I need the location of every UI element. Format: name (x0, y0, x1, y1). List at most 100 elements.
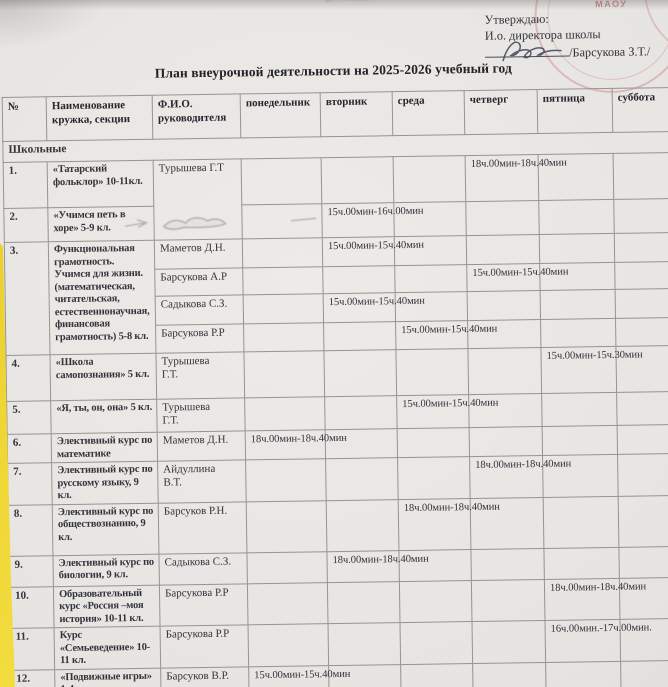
schedule-cell-tuesday (323, 321, 396, 351)
col-header-course: Наименование кружка, секции (46, 95, 153, 141)
col-header-monday: понедельник (240, 92, 321, 138)
schedule-cell-tuesday: 18ч.00мин-18ч.40мин (326, 550, 429, 583)
schedule-cell-thursday: 15ч.00мин-15ч.40мин (466, 263, 568, 292)
schedule-cell-thursday (467, 347, 542, 395)
schedule-cell-monday (246, 500, 327, 553)
schedule-cell-friday (540, 289, 616, 320)
schedule-cell-friday (543, 546, 620, 579)
schedule-cell-wednesday (397, 427, 470, 458)
schedule-cell-friday: 16ч.00мин.-17ч.00мин. (544, 619, 652, 662)
row-number-cell: 1. (3, 161, 48, 209)
teacher-cell: Садыкова С.З. (155, 294, 244, 326)
document-title: План внеурочной деятельности на 2025-202… (154, 60, 512, 81)
schedule-cell-monday (243, 350, 325, 398)
teacher-cell: Барсукова Р.Р (159, 583, 249, 627)
row-number-cell: 4. (5, 354, 51, 402)
row-number-cell: 7. (7, 462, 53, 505)
row-number-cell: 10. (9, 586, 55, 629)
schedule-cell-tuesday: 15ч.00мин-16ч.00мин (321, 202, 424, 238)
schedule-cell-wednesday (397, 456, 471, 500)
schedule-cell-saturday (613, 198, 668, 234)
schedule-cell-thursday (471, 578, 545, 622)
schedule-cell-monday (245, 458, 327, 502)
schedule-cell-monday (241, 157, 322, 205)
teacher-cell: Садыкова С.З. (158, 552, 248, 585)
schedule-cell-tuesday (322, 265, 396, 294)
schedule-cell-monday: 15ч.00мин-15ч.40мин (248, 665, 350, 687)
schedule-cell-monday (242, 237, 323, 268)
handwritten-signature (502, 41, 562, 62)
row-number-cell: 5. (6, 400, 52, 435)
schedule-cell-wednesday (395, 348, 469, 396)
schedule-cell-saturday (613, 152, 668, 200)
schedule-cell-thursday (467, 290, 541, 321)
course-name-cell: Курс «Семьеведение» 10-11 кл. (54, 626, 161, 670)
schedule-cell-tuesday (321, 156, 394, 204)
teacher-cell: Барсуков В.Р. (160, 666, 250, 687)
course-name-cell: «Татарский фольклор» 10-11кл. (47, 160, 154, 208)
schedule-cell-saturday (617, 453, 668, 496)
schedule-cell-friday: 18ч.00мин-18ч.40мин (544, 577, 646, 621)
schedule-cell-wednesday: 15ч.00мин-15ч.40мин (396, 394, 498, 429)
col-header-teacher: Ф.И.О. руководителя (152, 93, 241, 140)
schedule-cell-monday (242, 266, 324, 295)
schedule-cell-tuesday (325, 457, 399, 501)
schedule-cell-wednesday (394, 264, 468, 293)
schedule-cell-saturday (615, 288, 668, 319)
col-header-thursday: четверг (464, 89, 538, 135)
teacher-cell: Маметов Д.Н. (154, 238, 243, 270)
schedule-cell-saturday (618, 545, 668, 578)
schedule-cell-saturday (616, 391, 668, 426)
teacher-cell: Барсукова Р.Р (155, 323, 244, 354)
schedule-cell-thursday (466, 234, 540, 265)
teacher-cell: Барсуков Р.Н. (158, 501, 247, 554)
schedule-cell-tuesday (328, 622, 401, 666)
schedule-cell-friday (539, 233, 615, 264)
col-header-tuesday: вторник (320, 91, 393, 137)
teacher-cell: Айдуллина В.Т. (157, 459, 247, 503)
row-number-cell: 12. (10, 669, 56, 687)
schedule-cell-monday (244, 396, 326, 431)
teacher-cell: Барсукова Р.Р (160, 624, 249, 668)
schedule-cell-thursday: 18ч.00мин-18ч.40мин (465, 154, 567, 202)
schedule-cell-monday (246, 551, 328, 584)
course-name-cell: «Я, ты, он, она» 5 кл. (50, 399, 158, 434)
course-name-cell: Элективный курс по биологии, 9 кл. (52, 553, 160, 587)
teacher-cell: Турышева Г.Т. (155, 351, 245, 400)
schedule-cell-friday (540, 318, 616, 348)
schedule-cell-wednesday (400, 663, 474, 687)
row-number-cell: 6. (7, 433, 52, 464)
course-name-cell: Элективный курс по русскому языку, 9 кл. (51, 461, 159, 505)
schedule-cell-wednesday (393, 155, 466, 203)
schedule-cell-tuesday: 15ч.00мин-15ч.40мин (322, 236, 424, 267)
schedule-cell-wednesday: 18ч.00мин-18ч.40мин (398, 498, 500, 551)
col-header-saturday: суббота (612, 87, 668, 133)
schedule-cell-monday: 18ч.00мин-18ч.40мин (245, 429, 347, 460)
teacher-cell: Маметов Д.Н. (157, 430, 246, 462)
row-number-cell: 2. (3, 207, 49, 243)
col-header-wednesday: среда (392, 90, 465, 136)
schedule-table: № Наименование кружка, секции Ф.И.О. рук… (2, 87, 668, 687)
row-number-cell: 3. (4, 241, 50, 356)
schedule-cell-saturday (615, 317, 668, 347)
teacher-cell: Турышева Г.Т. (156, 397, 246, 433)
course-name-cell: Элективный курс по обществознанию, 9 кл. (52, 502, 159, 556)
schedule-cell-friday (541, 392, 618, 427)
schedule-cell-wednesday (399, 580, 472, 623)
schedule-cell-friday (538, 199, 615, 235)
schedule-cell-tuesday (324, 395, 398, 430)
col-header-friday: пятница (537, 88, 613, 134)
course-name-cell: «Подвижные игры» 1-4 кл. (54, 667, 162, 687)
stamp-text: МАОУ (595, 0, 628, 10)
schedule-cell-monday (248, 623, 329, 667)
schedule-cell-tuesday (327, 581, 401, 624)
schedule-cell-tuesday: 15ч.00мин-15ч.40мин (323, 292, 425, 323)
schedule-cell-monday (243, 322, 324, 352)
row-number-cell: 9. (8, 555, 54, 587)
row-number-cell: 11. (10, 627, 55, 670)
schedule-cell-friday (545, 660, 622, 687)
schedule-cell-monday (243, 293, 324, 324)
row-number-cell: 8. (8, 504, 53, 556)
schedule-cell-thursday (470, 547, 545, 581)
